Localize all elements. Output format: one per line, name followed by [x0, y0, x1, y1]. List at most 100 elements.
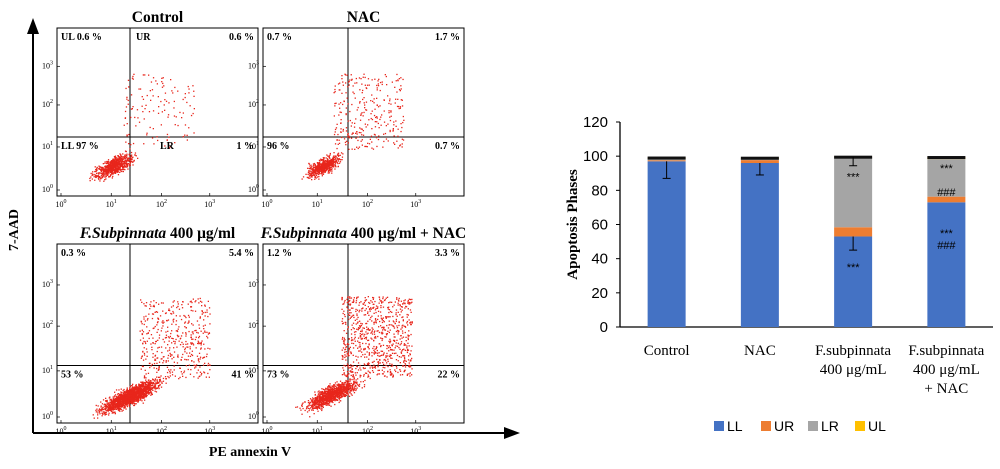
flow-y-tick-label: 102 — [248, 99, 259, 109]
legend-label: UL — [868, 418, 886, 434]
x-axis-arrowhead — [504, 427, 520, 439]
flow-event-dots — [295, 296, 413, 418]
legend-label: LL — [727, 418, 743, 434]
quadrant-ul-value: 0.3 % — [61, 248, 86, 259]
quadrant-ul-value: 1.2 % — [267, 248, 292, 259]
flow-y-tick-label: 102 — [248, 320, 259, 330]
flow-y-tick-label: 101 — [248, 365, 259, 375]
x-category-label: Control — [644, 343, 690, 359]
flow-panel-1: 100 101 102 103 100 101 102 103 UL 0.6 % 0.6 % UR L… — [42, 9, 259, 209]
flow-x-tick-label: 101 — [312, 199, 323, 209]
flow-x-tick-label: 101 — [312, 426, 323, 436]
flow-y-tick-label: 101 — [248, 141, 259, 151]
legend-swatch — [855, 421, 865, 431]
quadrant-lr-value: 41 % — [232, 369, 255, 380]
significance-annotation: *** — [847, 172, 861, 184]
flow-panel-title: NAC — [347, 9, 381, 26]
flow-panel-title: Control — [132, 9, 184, 26]
flow-event-dots — [301, 73, 405, 181]
bar-ll-4 — [927, 202, 966, 327]
bar-top-cap — [740, 156, 779, 160]
bar-ur-2 — [740, 160, 779, 163]
flow-x-tick-label: 101 — [106, 426, 117, 436]
flow-x-tick-label: 100 — [56, 426, 67, 436]
quadrant-lr-value: 0.7 % — [435, 141, 460, 152]
y-tick-label: 100 — [583, 148, 608, 165]
quadrant-ur-value: 5.4 % — [229, 248, 254, 259]
bar-top-cap — [647, 156, 686, 160]
flow-y-tick-label: 103 — [42, 60, 53, 70]
quadrant-lr-value: 22 % — [438, 369, 461, 380]
significance-annotation: *** — [940, 163, 954, 175]
y-tick-label: 20 — [591, 285, 608, 302]
legend-label: LR — [821, 418, 839, 434]
flow-y-tick-label: 100 — [248, 411, 259, 421]
bar-top-cap — [834, 155, 873, 159]
quadrant-ll-value: LL 97 % — [61, 141, 99, 152]
flow-event-dots — [89, 73, 195, 182]
flow-y-tick-label: 100 — [42, 411, 53, 421]
significance-annotation: ### — [937, 240, 956, 252]
flow-y-tick-label: 103 — [248, 60, 259, 70]
significance-annotation: *** — [940, 228, 954, 240]
y-axis-arrowhead — [27, 18, 39, 34]
quadrant-ur-value: 1.7 % — [435, 32, 460, 43]
quadrant-ll-value: 53 % — [61, 369, 84, 380]
x-category-label: + NAC — [924, 381, 968, 397]
x-category-label: 400 μg/mL — [820, 362, 887, 378]
flow-x-axis-label: PE annexin V — [209, 445, 291, 460]
flow-y-tick-label: 101 — [42, 141, 53, 151]
legend-swatch — [808, 421, 818, 431]
bar-lr-4 — [927, 159, 966, 197]
flow-x-tick-label: 103 — [410, 426, 421, 436]
bar-y-axis-label: Apoptosis Phases — [565, 169, 581, 280]
flow-plot-frame — [56, 243, 259, 424]
flow-y-tick-label: 102 — [42, 320, 53, 330]
quadrant-ll-value: 96 % — [267, 141, 290, 152]
bar-lr-3 — [834, 157, 873, 228]
flow-y-tick-label: 100 — [42, 184, 53, 194]
x-category-label: 400 μg/mL — [913, 362, 980, 378]
flow-x-tick-label: 100 — [262, 199, 273, 209]
y-tick-label: 0 — [600, 319, 608, 336]
flow-x-tick-label: 101 — [106, 199, 117, 209]
flow-panel-title: F.Subpinnata 400 μg/ml — [79, 225, 236, 242]
quadrant-ur-value: 3.3 % — [435, 248, 460, 259]
bar-ur-3 — [834, 227, 873, 237]
y-tick-label: 60 — [591, 217, 608, 234]
flow-x-tick-label: 103 — [204, 426, 215, 436]
flow-x-tick-label: 102 — [362, 199, 373, 209]
flow-y-tick-label: 100 — [248, 184, 259, 194]
quadrant-ul-value: 0.7 % — [267, 32, 292, 43]
flow-panel-4: 100 101 102 103 100 101 102 103 1.2 % 3.3 % 73 % 22… — [248, 225, 466, 436]
flow-y-tick-label: 101 — [42, 365, 53, 375]
y-tick-label: 40 — [591, 251, 608, 268]
legend-swatch — [761, 421, 771, 431]
legend-swatch — [714, 421, 724, 431]
flow-x-tick-label: 100 — [56, 199, 67, 209]
flow-x-tick-label: 103 — [410, 199, 421, 209]
flow-plot-frame — [56, 27, 259, 197]
bar-ll-1 — [647, 161, 686, 327]
y-tick-label: 80 — [591, 182, 608, 199]
quadrant-ur-value: 0.6 % — [229, 32, 254, 43]
flow-y-tick-label: 103 — [42, 279, 53, 289]
bar-ur-4 — [927, 196, 966, 203]
quadrant-lr-value: 1 % — [237, 141, 255, 152]
bar-ur-1 — [647, 160, 686, 162]
quadrant-ll-value: 73 % — [267, 369, 290, 380]
flow-x-tick-label: 100 — [262, 426, 273, 436]
quadrant-ul-value: UL 0.6 % — [61, 32, 102, 43]
bar-top-cap — [927, 156, 966, 160]
flow-x-tick-label: 102 — [362, 426, 373, 436]
x-category-label: F.subpinnata — [815, 343, 891, 359]
flow-panel-2: 100 101 102 103 100 101 102 103 0.7 % 1.7 % 96 % 0.… — [248, 9, 465, 209]
y-tick-label: 120 — [583, 114, 608, 131]
chart-legend: LL UR LR UL — [714, 418, 886, 434]
significance-annotation: *** — [847, 262, 861, 274]
flow-panel-3: 100 101 102 103 100 101 102 103 0.3 % 5.4 % 53 % 41… — [42, 225, 259, 436]
flow-x-tick-label: 102 — [156, 199, 167, 209]
flow-y-tick-label: 103 — [248, 279, 259, 289]
